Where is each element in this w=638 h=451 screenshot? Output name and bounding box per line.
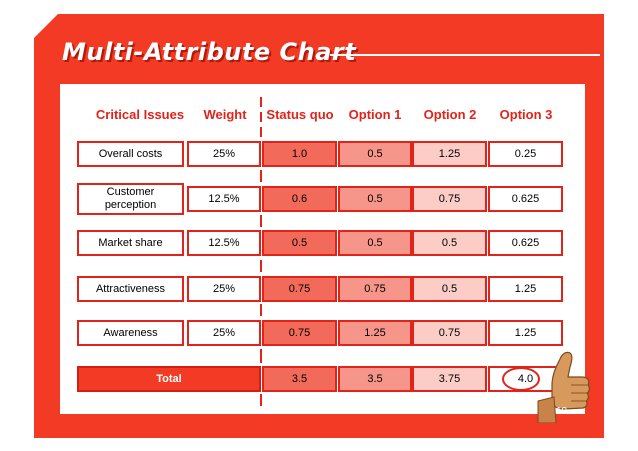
header-option-1: Option 1 [348,107,402,122]
title-underline [330,54,600,56]
row-2-option-1: 0.5 [338,230,412,256]
thumbs-up-hand-icon [537,351,590,423]
separator-dash [260,112,262,122]
row-1-option-1: 0.5 [338,186,412,212]
page-number: 19 [556,406,568,417]
row-3-option-3: 1.25 [488,276,563,302]
row-2-option-2: 0.5 [412,230,487,256]
row-4-issue: Awareness [77,320,184,346]
separator-dash [260,97,262,107]
header-status-quo: Status quo [266,107,334,122]
row-0-option-3: 0.25 [488,141,563,167]
row-3-issue: Attractiveness [77,276,184,302]
separator-dash [260,349,262,363]
separator-dash [260,304,262,316]
separator-dash [260,170,262,182]
row-4-weight: 25% [187,320,261,346]
separator-dash [260,394,262,406]
separator-dash [260,215,262,227]
row-3-status-quo: 0.75 [262,276,337,302]
separator-dash [260,260,262,272]
row-1-status-quo: 0.6 [262,186,337,212]
highlight-circle [502,367,540,391]
row-0-option-1: 0.5 [338,141,412,167]
header-critical-issues: Critical Issues [95,107,185,122]
row-2-option-3: 0.625 [488,230,563,256]
slide-title: Multi-Attribute Chart [62,38,357,66]
row-1-option-2: 0.75 [412,186,487,212]
total-label: Total [77,366,261,392]
total-option-2: 3.75 [412,366,487,392]
row-1-option-3: 0.625 [488,186,563,212]
row-3-weight: 25% [187,276,261,302]
total-status-quo: 3.5 [262,366,337,392]
row-2-status-quo: 0.5 [262,230,337,256]
corner-fold [34,14,58,38]
row-2-issue: Market share [77,230,184,256]
header-option-3: Option 3 [499,107,553,122]
row-4-option-2: 0.75 [412,320,487,346]
row-0-option-2: 1.25 [412,141,487,167]
header-weight: Weight [203,107,247,122]
row-4-status-quo: 0.75 [262,320,337,346]
row-2-weight: 12.5% [187,230,261,256]
row-4-option-1: 1.25 [338,320,412,346]
row-3-option-1: 0.75 [338,276,412,302]
header-option-2: Option 2 [423,107,477,122]
row-1-issue: Customer perception [77,183,184,215]
row-3-option-2: 0.5 [412,276,487,302]
separator-dash [260,127,262,137]
row-0-weight: 25% [187,141,261,167]
total-option-1: 3.5 [338,366,412,392]
row-4-option-3: 1.25 [488,320,563,346]
row-1-weight: 12.5% [187,186,261,212]
row-0-status-quo: 1.0 [262,141,337,167]
row-0-issue: Overall costs [77,141,184,167]
